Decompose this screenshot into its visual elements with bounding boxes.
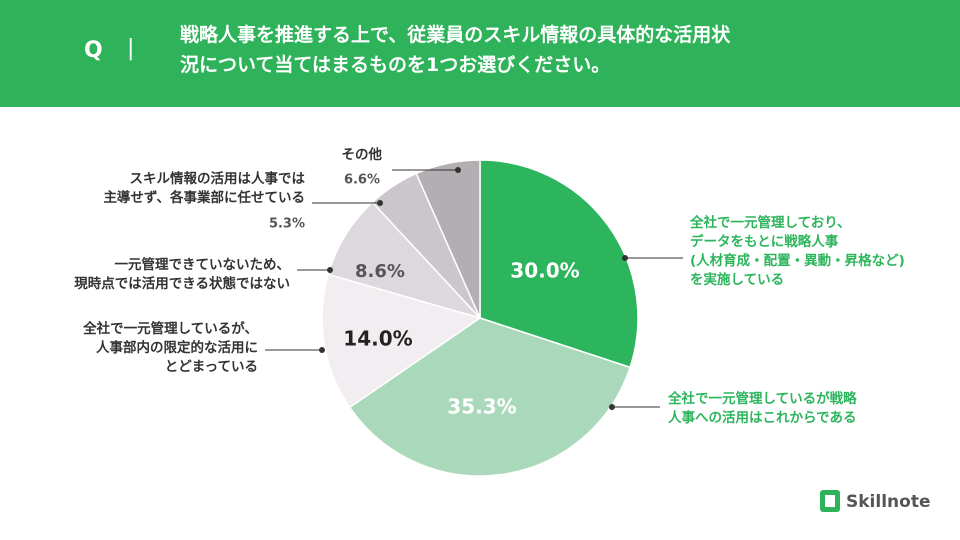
pie-slice xyxy=(321,273,482,409)
value-label: 8.6% xyxy=(355,261,405,282)
header: Q | 戦略人事を推進する上で、従業員のスキル情報の具体的な活用状 況について当… xyxy=(0,0,960,107)
category-label: 全社で一元管理しているが、 人事部内の限定的な活用に とどまっている xyxy=(83,321,258,375)
category-label: スキル情報の活用は人事では 主導せず、各事業部に任せている xyxy=(103,171,305,206)
leader-dot xyxy=(455,167,461,173)
value-label: 35.3% xyxy=(447,395,516,419)
brand: Skillnote xyxy=(846,492,930,512)
leader-dot xyxy=(377,200,383,206)
pie-slice xyxy=(479,159,639,369)
separator: | xyxy=(127,36,135,61)
value-label: 6.6% xyxy=(344,173,380,188)
category-label: その他 xyxy=(341,147,383,163)
value-label: 5.3% xyxy=(269,217,305,232)
leader-dot xyxy=(327,267,333,273)
category-label: 一元管理できていないため、 現時点では活用できる状態ではない xyxy=(74,257,290,292)
category-label: 全社で一元管理しており、 データをもとに戦略人事 (人材育成・配置・異動・昇格な… xyxy=(690,215,905,288)
value-label: 14.0% xyxy=(343,327,412,351)
category-label: 全社で一元管理しているが戦略 人事への活用はこれからである xyxy=(668,391,857,426)
brand-icon-inner xyxy=(825,495,835,507)
leader-dot xyxy=(609,404,615,410)
leader-dot xyxy=(622,255,628,261)
q-mark: Q xyxy=(84,38,103,63)
pie-slice xyxy=(415,159,481,319)
leader-dot xyxy=(319,347,325,353)
value-label: 30.0% xyxy=(510,259,579,283)
question-title: 戦略人事を推進する上で、従業員のスキル情報の具体的な活用状 況について当てはまる… xyxy=(180,24,731,76)
